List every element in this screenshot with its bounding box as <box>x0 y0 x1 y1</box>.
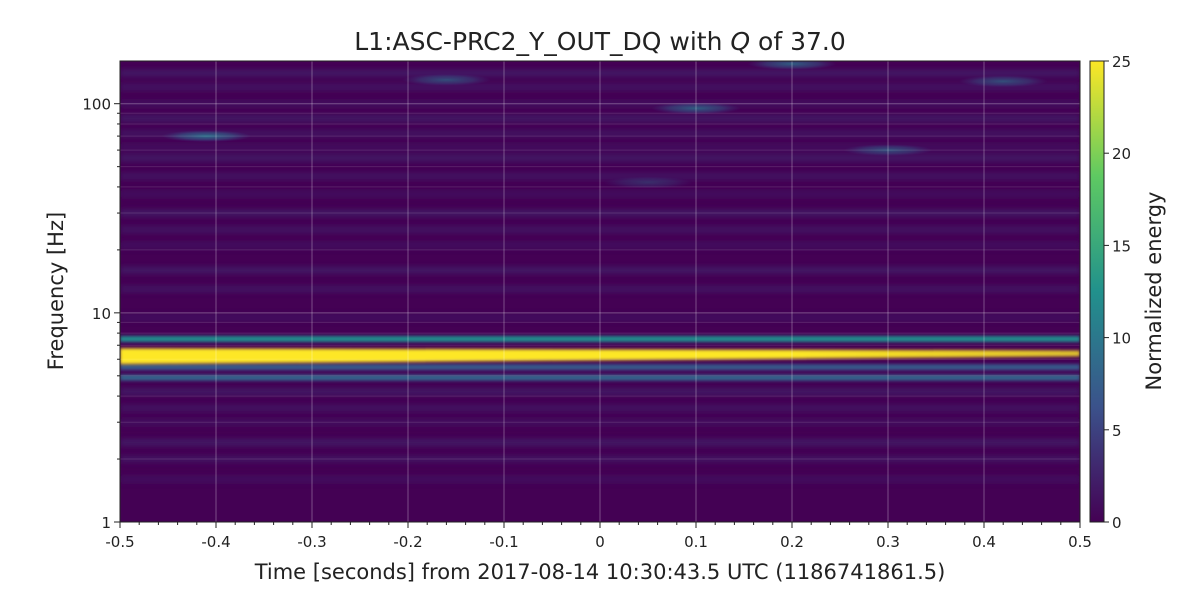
energy-blob <box>603 176 693 189</box>
x-tick-label: 0.4 <box>972 533 996 551</box>
x-axis-label: Time [seconds] from 2017-08-14 10:30:43.… <box>254 560 946 584</box>
background-band <box>120 242 1080 249</box>
background-band <box>120 226 1080 233</box>
background-band <box>120 130 1080 137</box>
background-band <box>120 154 1080 161</box>
background-band <box>120 388 1080 395</box>
background-band <box>120 191 1080 198</box>
energy-blobs <box>161 61 1049 189</box>
background-band <box>120 267 1080 274</box>
background-band <box>120 419 1080 426</box>
colorbar-gradient <box>1089 60 1105 523</box>
energy-blob <box>843 144 933 157</box>
x-tick-label: 0 <box>595 533 605 551</box>
side-band <box>120 374 1080 381</box>
x-tick-label: -0.2 <box>393 533 422 551</box>
energy-features <box>120 335 1080 381</box>
colorbar: 0 5 10 15 20 25 Normalized energy <box>1089 53 1166 532</box>
background-band <box>120 144 1080 151</box>
energy-blob <box>958 75 1049 88</box>
colorbar-ticks: 0 5 10 15 20 25 <box>1104 53 1131 532</box>
x-tick-label: -0.5 <box>105 533 134 551</box>
x-tick-label: 0.5 <box>1068 533 1092 551</box>
x-axis: -0.5 -0.4 -0.3 -0.2 -0.1 0 0.1 0.2 0.3 0.4 0.5 <box>105 522 1092 551</box>
background-band <box>120 314 1080 321</box>
background-band <box>120 405 1080 412</box>
x-tick-label: 0.2 <box>780 533 804 551</box>
colorbar-tick-label: 15 <box>1112 237 1131 255</box>
background-band <box>120 210 1080 217</box>
background-band <box>120 84 1080 91</box>
colorbar-tick-label: 20 <box>1112 145 1131 163</box>
background-band <box>120 115 1080 122</box>
x-tick-label: 0.3 <box>876 533 900 551</box>
x-tick-label: -0.3 <box>297 533 326 551</box>
colorbar-label: Normalized energy <box>1142 192 1166 391</box>
y-tick-label: 1 <box>101 514 111 532</box>
x-tick-label: 0.1 <box>684 533 708 551</box>
chart-title: L1:ASC-PRC2_Y_OUT_DQ with Q of 37.0 <box>354 27 846 56</box>
grid-lines <box>120 61 1080 522</box>
background-band <box>120 173 1080 180</box>
background-bands <box>120 70 1080 483</box>
colorbar-tick-label: 10 <box>1112 330 1131 348</box>
colorbar-tick-label: 5 <box>1112 422 1122 440</box>
background-band <box>120 439 1080 446</box>
side-band <box>120 335 1080 342</box>
y-axis: 1 10 100 <box>82 96 120 532</box>
background-band <box>120 286 1080 293</box>
x-tick-label: -0.4 <box>201 533 230 551</box>
x-tick-label: -0.1 <box>489 533 518 551</box>
y-tick-label: 100 <box>82 96 111 114</box>
dominant-line <box>120 348 1080 365</box>
energy-blob <box>747 61 837 70</box>
energy-blob <box>401 73 492 86</box>
side-band <box>120 364 1080 371</box>
background-band <box>120 100 1080 107</box>
background-band <box>120 70 1080 77</box>
y-tick-label: 10 <box>92 305 111 323</box>
colorbar-tick-label: 25 <box>1112 53 1131 71</box>
energy-blob <box>651 102 741 115</box>
background-band <box>120 476 1080 483</box>
plot-area <box>120 61 1080 522</box>
y-axis-label: Frequency [Hz] <box>44 212 68 370</box>
energy-blob <box>161 130 252 143</box>
colorbar-tick-label: 0 <box>1112 514 1122 532</box>
background-band <box>120 456 1080 463</box>
